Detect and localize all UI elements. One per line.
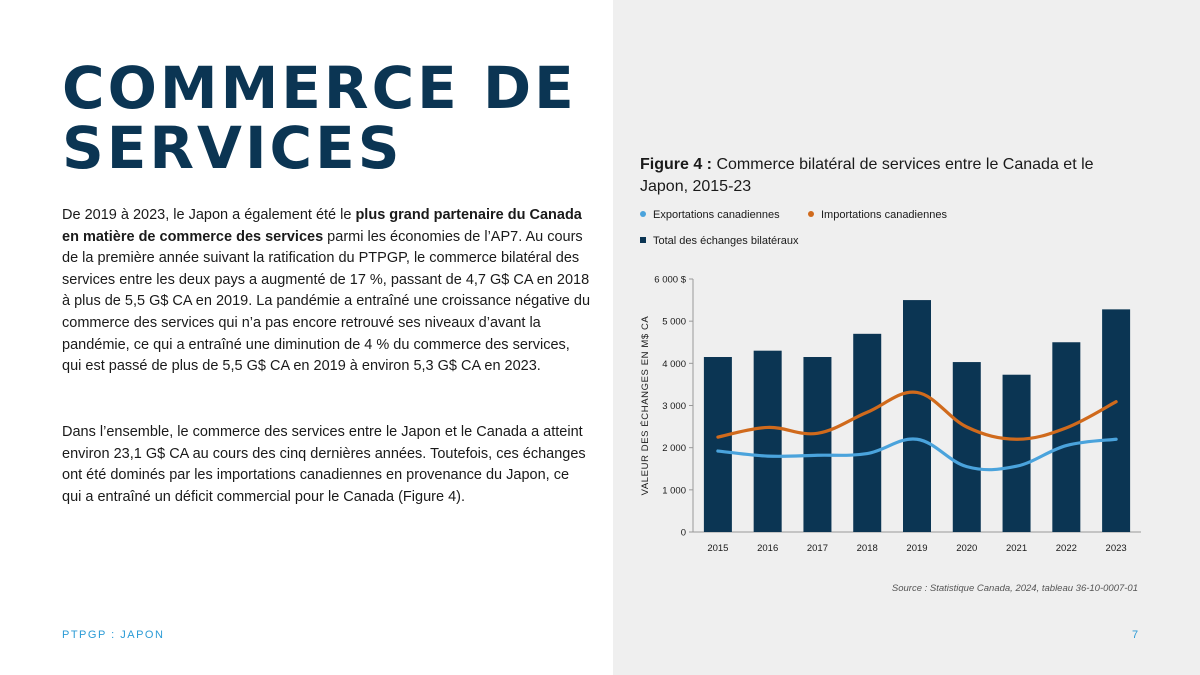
legend-marker-total: [640, 237, 646, 244]
y-tick-label: 0: [681, 528, 686, 539]
legend-item-total: Total des échanges bilatéraux: [640, 235, 799, 247]
y-tick-label: 4 000: [662, 359, 686, 370]
bar-total-2017: [803, 357, 832, 532]
bar-total-2023: [1102, 309, 1131, 532]
y-tick-label: 6 000 $: [654, 275, 686, 286]
legend-item-exports: Exportations canadiennes: [640, 209, 780, 221]
legend-marker-imports: [808, 211, 814, 218]
paragraph-bold-text: plus grand partenaire du Canada en matiè…: [62, 207, 582, 245]
paragraph-text: parmi les économies de l’AP7. Au cours d…: [62, 228, 591, 375]
body-paragraph-1: De 2019 à 2023, le Japon a également été…: [62, 205, 592, 378]
x-tick-label: 2021: [1006, 543, 1027, 554]
bar-total-2021: [1002, 374, 1031, 532]
legend-item-imports: Importations canadiennes: [808, 209, 947, 221]
bar-total-2022: [1052, 342, 1081, 532]
page-title-line2: SERVICES: [62, 114, 403, 182]
x-tick-label: 2019: [906, 543, 927, 554]
figure-label: Figure 4 :: [640, 156, 713, 173]
x-tick-label: 2023: [1106, 543, 1127, 554]
y-tick-label: 3 000: [662, 401, 686, 412]
text-panel: COMMERCE DE SERVICES De 2019 à 2023, le …: [62, 58, 592, 641]
footer-section-label: PTPGP : JAPON: [62, 629, 165, 641]
y-tick-label: 5 000: [662, 317, 686, 328]
page-title: COMMERCE DE SERVICES: [62, 58, 577, 178]
page-number: 7: [1132, 629, 1139, 641]
y-tick-label: 1 000: [662, 485, 686, 496]
x-tick-label: 2016: [757, 543, 778, 554]
legend-label-total: Total des échanges bilatéraux: [653, 235, 799, 247]
bar-total-2020: [952, 362, 981, 532]
bar-line-chart: 0 1 000 2 000 3 000 4 000 5 000 6 000 $ VALEUR …: [640, 275, 1141, 554]
y-axis-title: VALEUR DES ÉCHANGES EN M$ CA: [640, 316, 651, 496]
x-tick-label: 2020: [956, 543, 977, 554]
legend-label-exports: Exportations canadiennes: [653, 209, 780, 221]
bar-total-2018: [853, 333, 882, 532]
x-tick-label: 2017: [807, 543, 828, 554]
legend-label-imports: Importations canadiennes: [821, 209, 947, 221]
bar-total-2019: [903, 300, 931, 532]
x-tick-label: 2015: [707, 543, 728, 554]
bar-total-2015: [703, 357, 732, 532]
x-tick-label: 2018: [857, 543, 878, 554]
figure-source: Source : Statistique Canada, 2024, table…: [891, 583, 1138, 594]
x-tick-label: 2022: [1056, 543, 1077, 554]
figure-caption: Commerce bilatéral de services entre le …: [640, 156, 1094, 195]
figure-title: Figure 4 : Commerce bilatéral de service…: [640, 154, 1140, 198]
legend-marker-exports: [640, 211, 646, 218]
y-tick-label: 2 000: [662, 443, 686, 454]
page-title-line1: COMMERCE DE: [62, 54, 577, 122]
body-paragraph-2: Dans l’ensemble, le commerce des service…: [62, 424, 586, 505]
bar-total-2016: [753, 350, 782, 532]
paragraph-text: De 2019 à 2023, le Japon a également été…: [62, 207, 356, 223]
